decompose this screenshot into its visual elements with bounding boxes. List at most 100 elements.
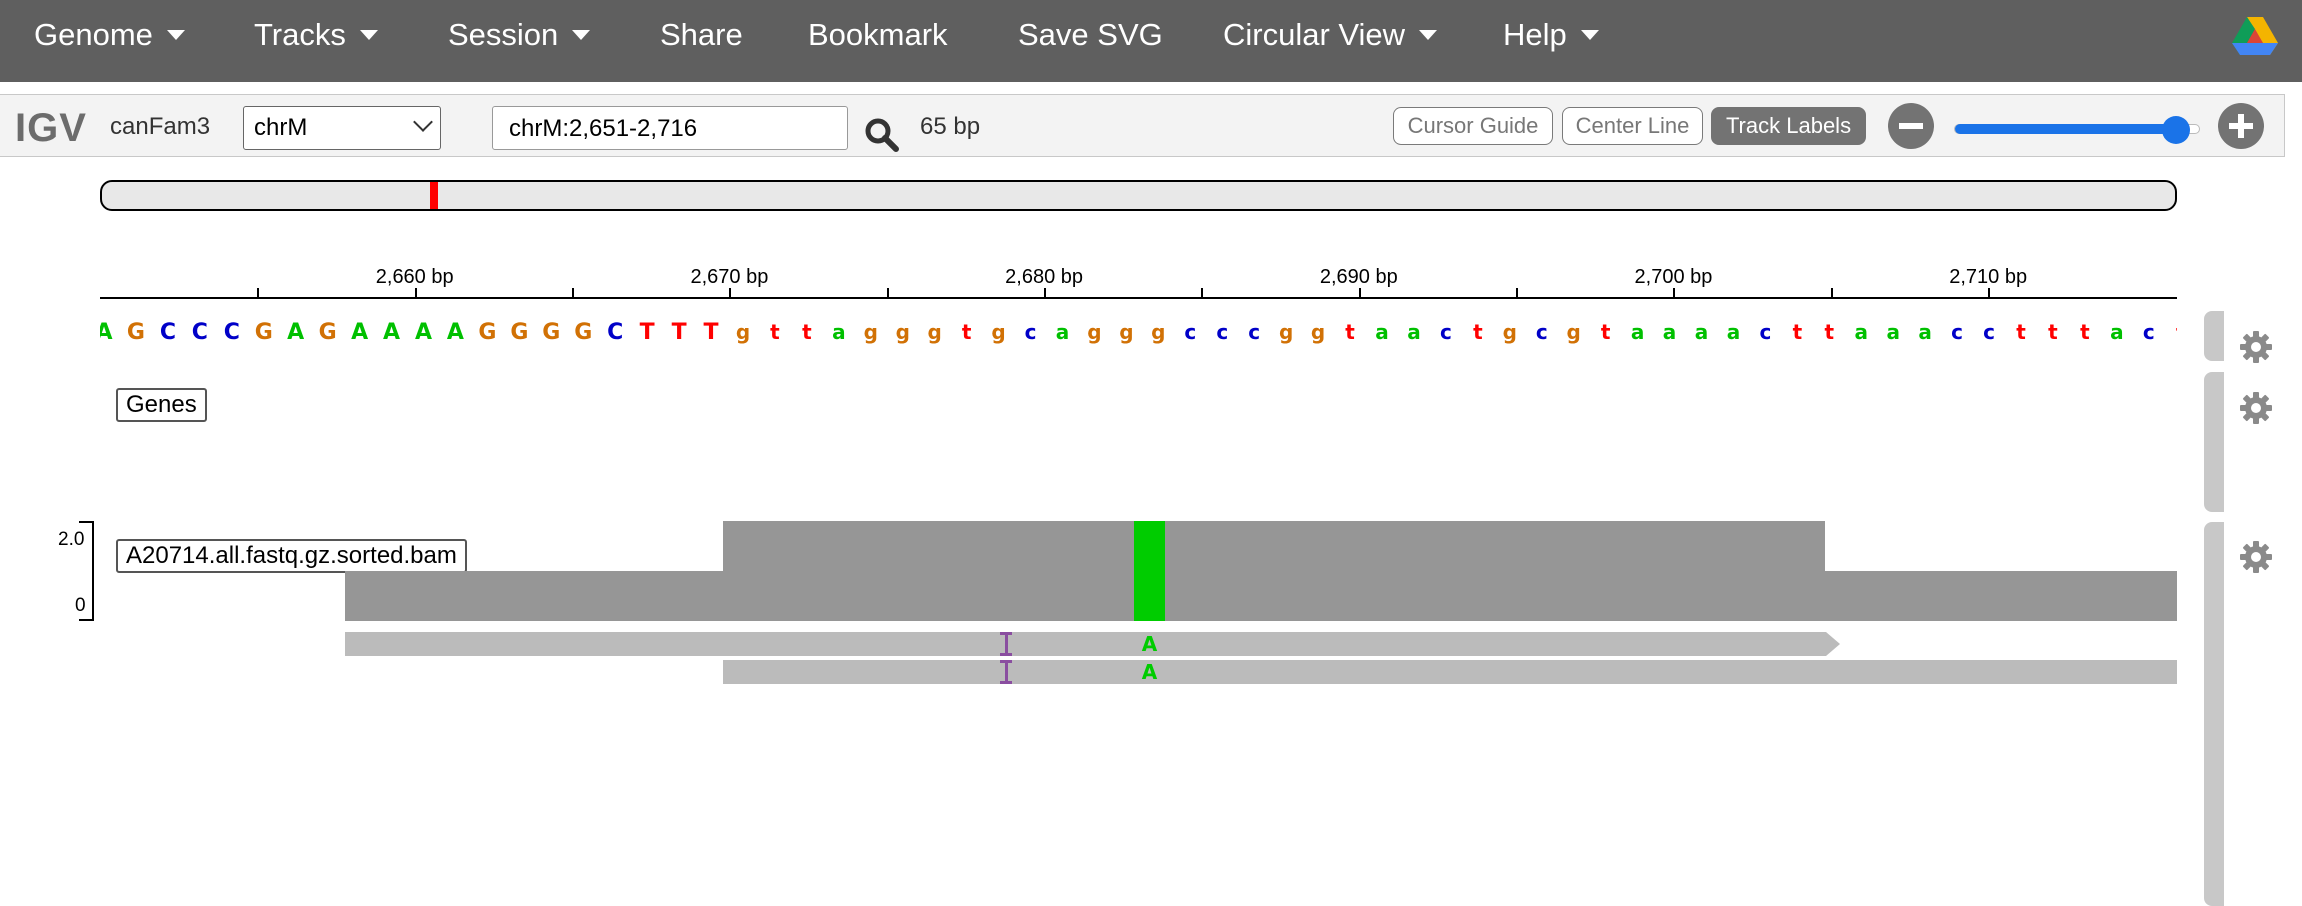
zoom-slider[interactable] bbox=[1954, 116, 2200, 144]
zoom-in-button[interactable] bbox=[2218, 103, 2264, 149]
ruler-tick bbox=[886, 288, 889, 298]
top-navbar: Genome Tracks Session Share Bookmark Sav… bbox=[0, 0, 2302, 82]
sequence-base: G bbox=[574, 320, 593, 345]
insertion-marker[interactable] bbox=[1000, 632, 1013, 656]
sequence-base: c bbox=[1024, 320, 1037, 344]
menu-genome[interactable]: Genome bbox=[34, 0, 185, 70]
ruler-tick-label: 2,700 bp bbox=[1634, 266, 1713, 288]
alignment-read[interactable] bbox=[723, 660, 2177, 684]
search-icon[interactable] bbox=[864, 117, 900, 153]
sequence-base: c bbox=[1216, 320, 1229, 344]
sequence-base: t bbox=[1473, 320, 1483, 344]
caret-down-icon bbox=[359, 30, 378, 40]
track-labels-button[interactable]: Track Labels bbox=[1711, 107, 1866, 145]
chromosome-select[interactable]: chrM bbox=[243, 106, 441, 150]
center-line-button[interactable]: Center Line bbox=[1562, 107, 1703, 145]
sequence-base: c bbox=[1759, 320, 1772, 344]
ruler-tick bbox=[1201, 288, 1204, 298]
menu-help[interactable]: Help bbox=[1503, 0, 1599, 70]
sequence-base: a bbox=[2110, 320, 2124, 344]
ruler-tick bbox=[1830, 288, 1833, 298]
sequence-track-gutter[interactable] bbox=[2204, 311, 2224, 361]
read-strand-arrow bbox=[1826, 632, 1841, 656]
sequence-base: g bbox=[1119, 320, 1134, 344]
menu-session[interactable]: Session bbox=[448, 0, 591, 70]
coverage-mismatch-bar[interactable] bbox=[1133, 521, 1166, 621]
current-region-marker bbox=[429, 182, 438, 209]
coverage-bar[interactable] bbox=[1165, 521, 1825, 621]
caret-down-icon bbox=[1580, 30, 1599, 40]
genes-track-gutter[interactable] bbox=[2204, 372, 2224, 512]
sequence-base: G bbox=[478, 320, 497, 345]
menu-bookmark[interactable]: Bookmark bbox=[808, 0, 948, 70]
menu-label: Share bbox=[660, 17, 743, 52]
sequence-base: t bbox=[1824, 320, 1835, 344]
sequence-base: A bbox=[287, 320, 305, 345]
sequence-base: C bbox=[607, 320, 624, 345]
sequence-base: t bbox=[802, 320, 812, 344]
gear-icon[interactable] bbox=[2238, 390, 2274, 426]
zoom-out-button[interactable] bbox=[1888, 103, 1934, 149]
sequence-base: c bbox=[1983, 320, 1995, 344]
cursor-guide-button[interactable]: Cursor Guide bbox=[1393, 107, 1553, 145]
menu-tracks[interactable]: Tracks bbox=[254, 0, 378, 70]
ruler-tick-label: 2,710 bp bbox=[1949, 266, 2028, 288]
menu-label: Bookmark bbox=[808, 17, 948, 52]
menu-label: Genome bbox=[34, 17, 153, 52]
ruler-baseline bbox=[100, 297, 2177, 299]
gear-icon[interactable] bbox=[2238, 539, 2274, 575]
sequence-base: c bbox=[1248, 320, 1261, 344]
ruler-tick bbox=[1673, 288, 1676, 298]
sequence-base: t bbox=[2016, 320, 2026, 344]
mismatch-base: A bbox=[1141, 660, 1158, 684]
sequence-base: g bbox=[1310, 320, 1326, 344]
caret-down-icon bbox=[1419, 30, 1438, 40]
sequence-base: g bbox=[1566, 320, 1581, 344]
sequence-base: G bbox=[254, 320, 273, 345]
sequence-base: G bbox=[542, 320, 561, 345]
gear-icon[interactable] bbox=[2238, 329, 2274, 365]
chromosome-ideogram[interactable] bbox=[100, 180, 2177, 211]
locus-search-input[interactable]: chrM:2,651-2,716 bbox=[492, 106, 848, 150]
sequence-base: A bbox=[414, 320, 433, 345]
mismatch-base: A bbox=[1141, 632, 1158, 656]
zoom-slider-thumb[interactable] bbox=[2162, 116, 2191, 144]
bam-track-gutter[interactable] bbox=[2204, 522, 2224, 906]
sequence-base: t bbox=[2080, 320, 2090, 344]
ruler-tick-label: 2,670 bp bbox=[690, 266, 769, 288]
ruler-tick-label: 2,660 bp bbox=[375, 266, 454, 288]
coverage-bar[interactable] bbox=[723, 521, 1134, 621]
sequence-base: T bbox=[703, 320, 719, 345]
sequence-base: G bbox=[510, 320, 529, 345]
menu-label: Tracks bbox=[254, 17, 346, 52]
menu-share[interactable]: Share bbox=[660, 0, 743, 70]
sequence-base: c bbox=[1535, 320, 1548, 344]
navigation-toolbar: IGV canFam3 chrM chrM:2,651-2,716 65 bp … bbox=[0, 94, 2285, 157]
sequence-base: a bbox=[1918, 320, 1932, 344]
insertion-marker[interactable] bbox=[1000, 660, 1013, 684]
sequence-base: a bbox=[1407, 320, 1421, 344]
coverage-scale-bracket bbox=[79, 521, 94, 621]
sequence-base: a bbox=[832, 320, 846, 344]
sequence-base: a bbox=[1694, 320, 1709, 344]
coverage-bar[interactable] bbox=[345, 571, 724, 621]
sequence-base: a bbox=[1375, 320, 1389, 344]
menu-save-svg[interactable]: Save SVG bbox=[1018, 0, 1163, 70]
sequence-base: t bbox=[1792, 320, 1803, 344]
alignment-read[interactable] bbox=[345, 632, 1827, 656]
coverage-bar[interactable] bbox=[1824, 571, 2177, 621]
menu-circular-view[interactable]: Circular View bbox=[1223, 0, 1438, 70]
sequence-base: T bbox=[639, 320, 655, 345]
ruler-tick bbox=[1516, 288, 1519, 298]
sequence-base: g bbox=[1502, 320, 1517, 344]
sequence-base: G bbox=[318, 320, 337, 345]
sequence-base: a bbox=[1854, 320, 1869, 344]
ruler-tick bbox=[414, 288, 417, 298]
sequence-base: c bbox=[1439, 320, 1452, 344]
ruler-tick bbox=[729, 288, 732, 298]
google-drive-icon[interactable] bbox=[2232, 17, 2278, 55]
sequence-base: A bbox=[383, 320, 401, 345]
genome-name[interactable]: canFam3 bbox=[110, 113, 211, 140]
igv-logo: IGV bbox=[15, 106, 87, 150]
